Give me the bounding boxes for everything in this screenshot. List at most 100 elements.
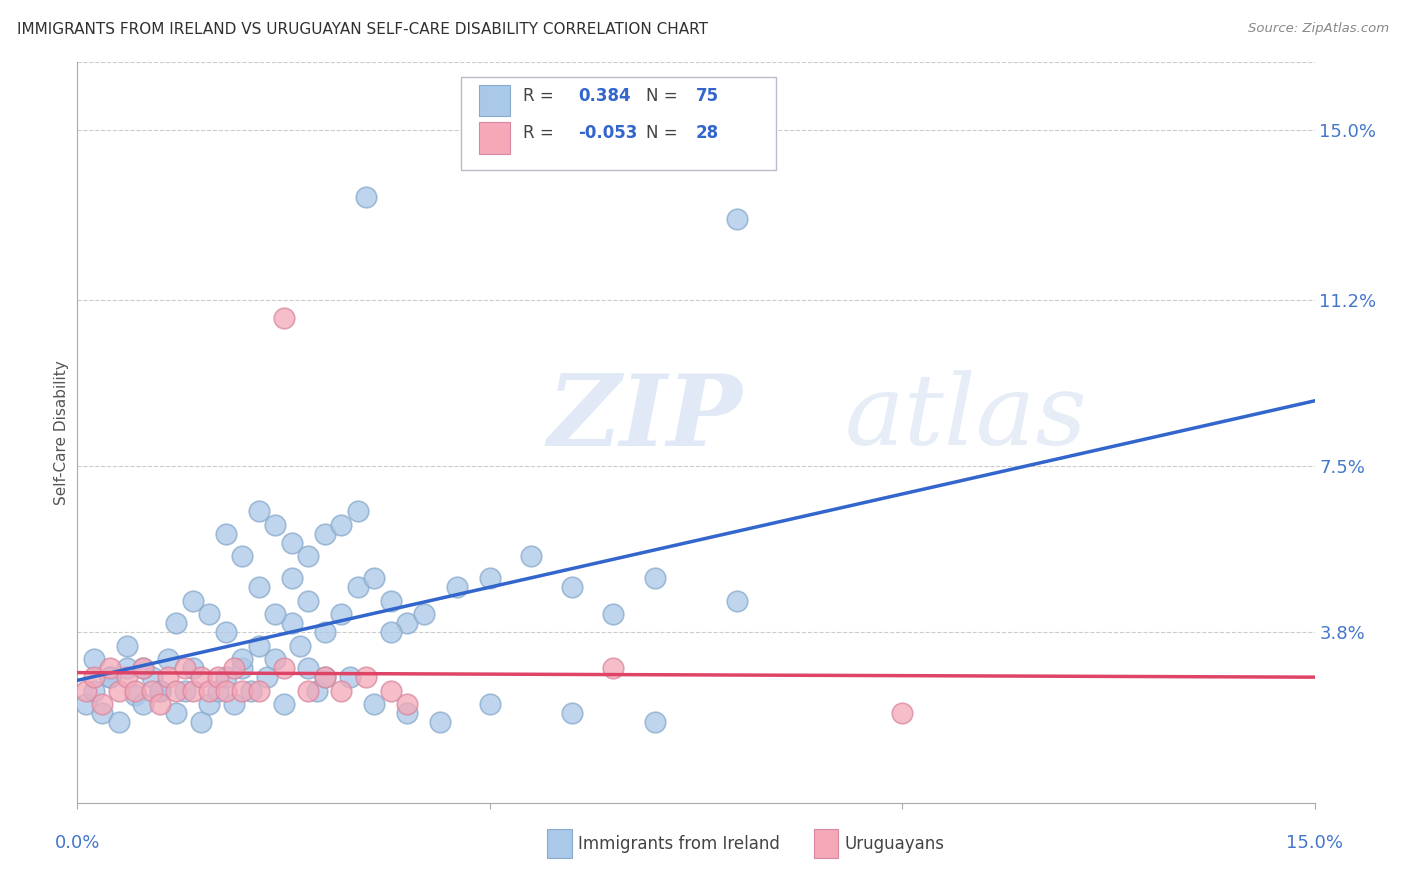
Point [256, 670, 278, 684]
Point [273, 661, 295, 675]
Point [478, 571, 501, 585]
Point [891, 706, 914, 720]
Point [124, 683, 146, 698]
Text: R =: R = [523, 87, 554, 104]
Text: 15.0%: 15.0% [1286, 834, 1343, 852]
Point [305, 683, 328, 698]
Y-axis label: Self-Care Disability: Self-Care Disability [53, 360, 69, 505]
Point [91, 697, 114, 711]
Point [215, 526, 238, 541]
Point [247, 639, 270, 653]
Point [281, 616, 304, 631]
Point [297, 683, 319, 698]
Text: 28: 28 [696, 124, 718, 142]
Text: Uruguayans: Uruguayans [845, 835, 945, 853]
Point [165, 706, 187, 720]
Point [396, 697, 419, 711]
Bar [479, 86, 510, 117]
Text: 0.0%: 0.0% [55, 834, 100, 852]
Point [222, 661, 245, 675]
Text: 75: 75 [696, 87, 718, 104]
Point [98, 661, 121, 675]
Point [124, 688, 146, 702]
Point [281, 571, 304, 585]
Point [725, 594, 748, 608]
Point [132, 661, 155, 675]
Text: ZIP: ZIP [547, 369, 742, 466]
Point [157, 652, 180, 666]
Point [165, 616, 187, 631]
Point [396, 616, 419, 631]
Point [83, 670, 105, 684]
Text: Immigrants from Ireland: Immigrants from Ireland [578, 835, 780, 853]
Point [98, 670, 121, 684]
Point [314, 526, 336, 541]
Bar [814, 829, 838, 858]
Point [429, 714, 451, 729]
Point [363, 697, 385, 711]
Point [149, 683, 172, 698]
Point [198, 607, 221, 622]
Point [330, 683, 353, 698]
Point [346, 581, 368, 595]
Point [165, 683, 187, 698]
Point [247, 504, 270, 518]
Point [247, 683, 270, 698]
Point [478, 697, 501, 711]
Point [297, 594, 319, 608]
Point [247, 581, 270, 595]
Point [75, 697, 97, 711]
Text: 0.384: 0.384 [578, 87, 631, 104]
Point [181, 683, 204, 698]
Point [314, 670, 336, 684]
Point [115, 670, 138, 684]
Point [561, 581, 583, 595]
Point [231, 549, 253, 563]
Point [239, 683, 262, 698]
Point [396, 706, 419, 720]
Point [446, 581, 468, 595]
Point [207, 670, 229, 684]
Point [314, 625, 336, 640]
Point [346, 504, 368, 518]
Text: IMMIGRANTS FROM IRELAND VS URUGUAYAN SELF-CARE DISABILITY CORRELATION CHART: IMMIGRANTS FROM IRELAND VS URUGUAYAN SEL… [17, 22, 707, 37]
Point [222, 697, 245, 711]
Point [149, 683, 172, 698]
Point [602, 661, 624, 675]
Point [264, 517, 287, 532]
Point [297, 549, 319, 563]
Point [602, 607, 624, 622]
Point [339, 670, 361, 684]
Point [330, 517, 353, 532]
Point [363, 571, 385, 585]
Point [198, 683, 221, 698]
Point [215, 683, 238, 698]
Point [173, 683, 195, 698]
Point [132, 661, 155, 675]
Point [520, 549, 543, 563]
Point [644, 571, 666, 585]
Point [83, 683, 105, 698]
Point [231, 683, 253, 698]
Point [215, 670, 238, 684]
Point [149, 697, 172, 711]
FancyBboxPatch shape [461, 78, 776, 169]
Point [380, 683, 402, 698]
Point [98, 670, 121, 684]
Point [83, 652, 105, 666]
Point [190, 670, 212, 684]
Point [330, 607, 353, 622]
Point [354, 670, 377, 684]
Point [354, 190, 377, 204]
Point [725, 212, 748, 227]
Point [273, 311, 295, 326]
Point [157, 670, 180, 684]
Point [412, 607, 434, 622]
Point [115, 661, 138, 675]
Point [75, 683, 97, 698]
Point [207, 683, 229, 698]
Point [273, 697, 295, 711]
Point [91, 706, 114, 720]
Point [181, 661, 204, 675]
Point [173, 661, 195, 675]
